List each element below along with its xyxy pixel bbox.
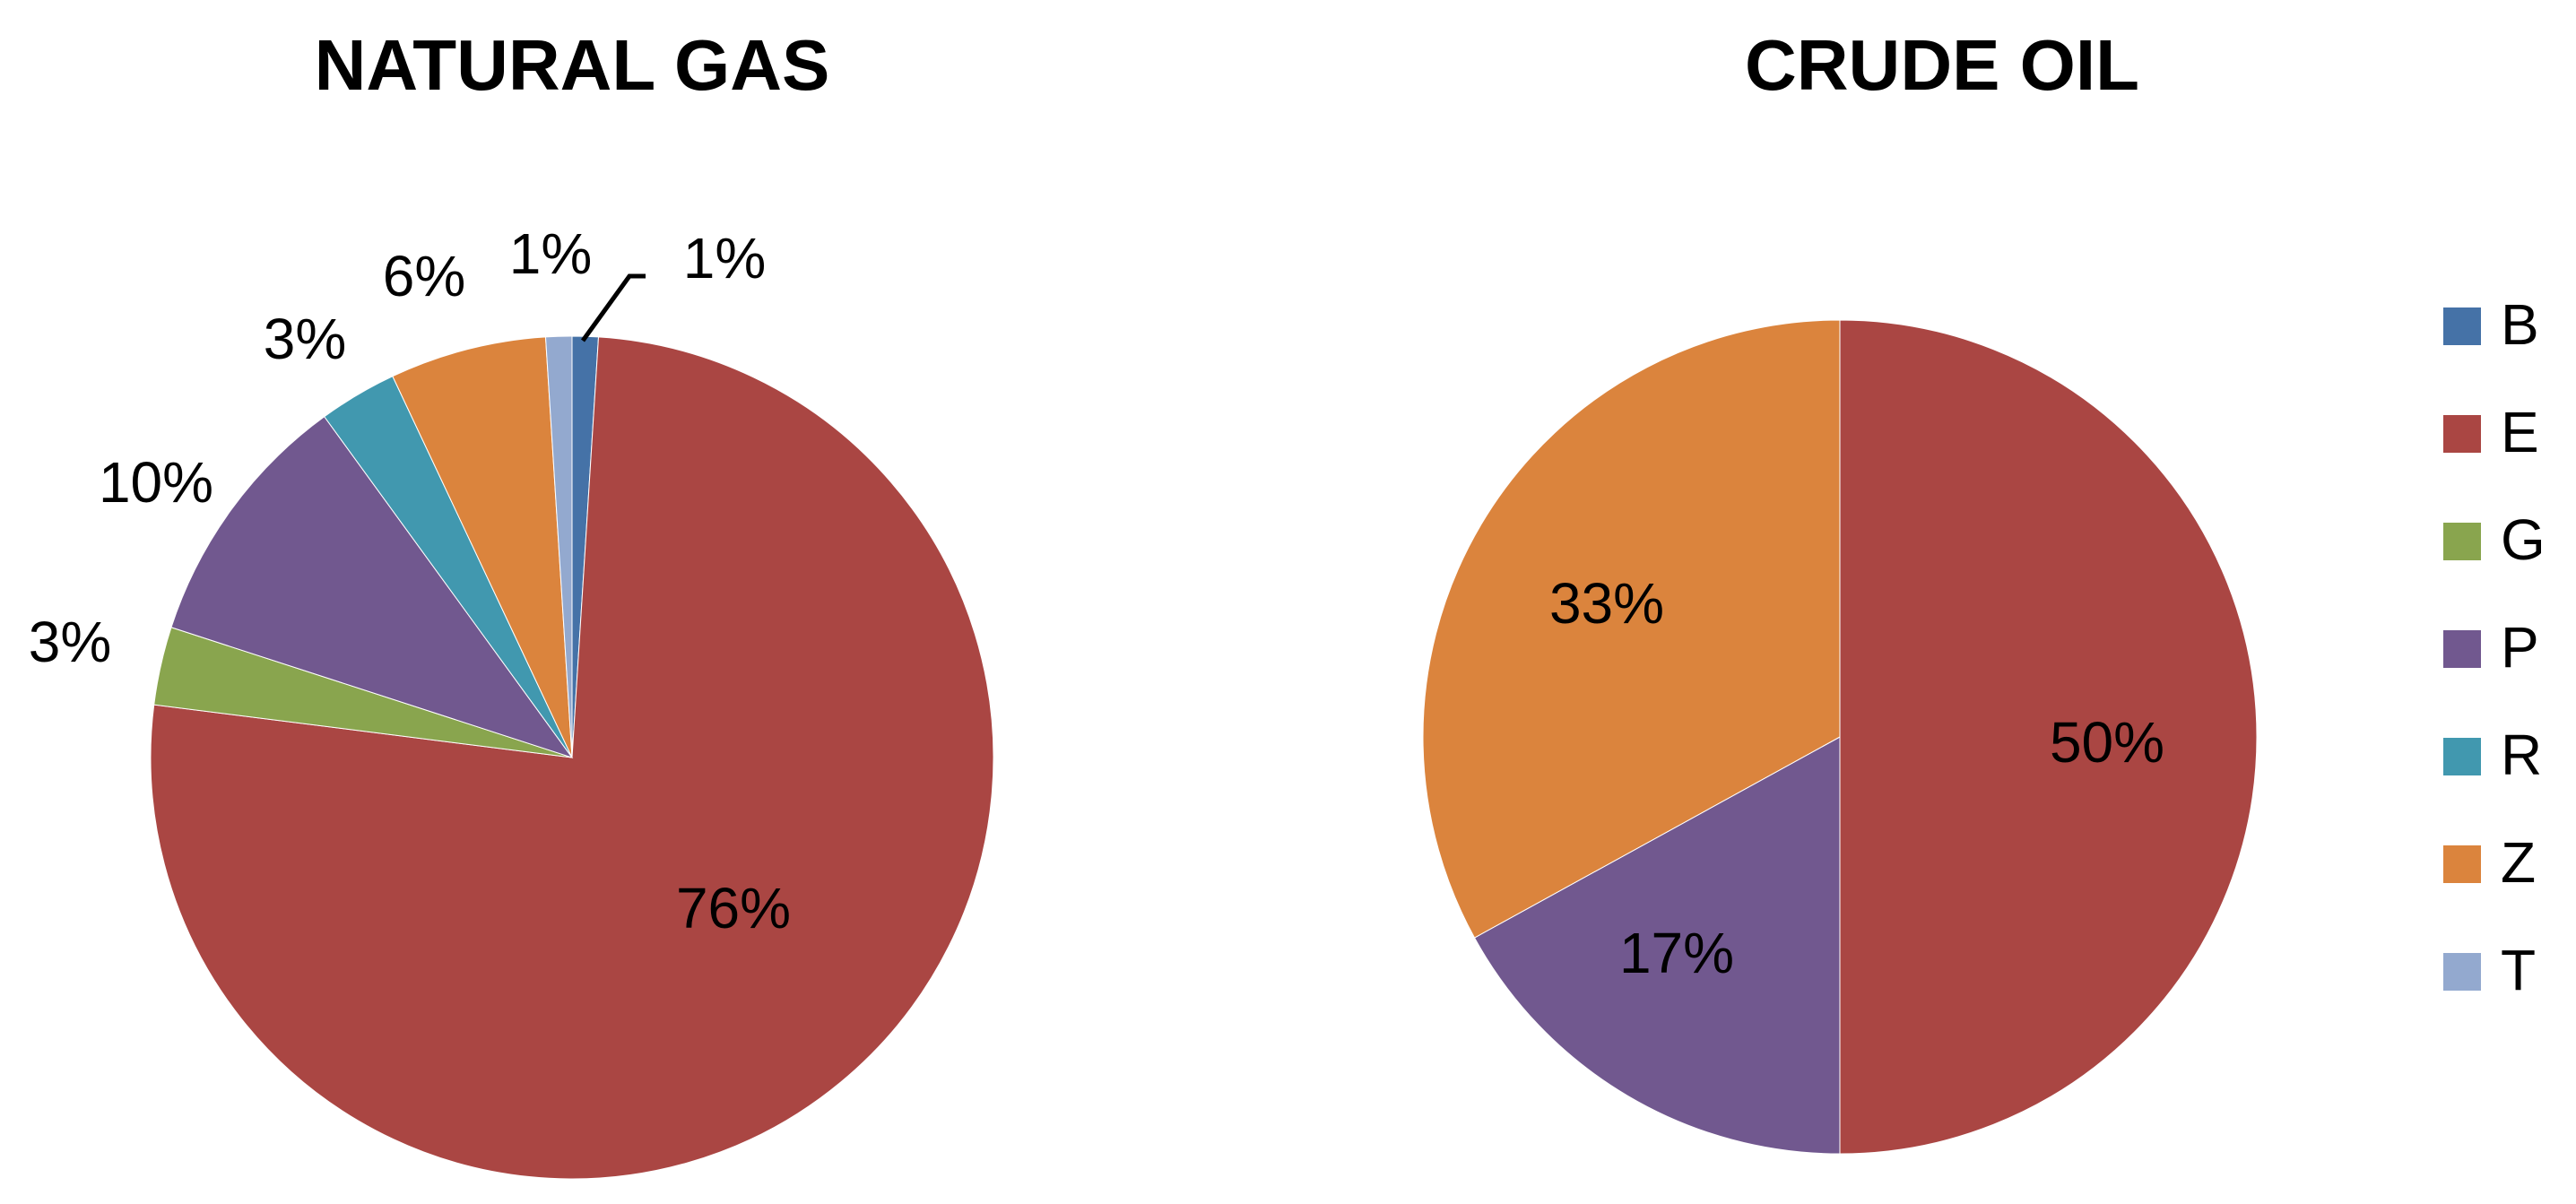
data-label-z: 33%: [1549, 571, 1664, 636]
pie-slice-z: [392, 336, 573, 758]
leader-line-b: [580, 273, 646, 342]
data-label-p: 10%: [99, 450, 213, 515]
legend-swatch-t: [2443, 953, 2481, 991]
legend-label-t: T: [2501, 938, 2536, 1002]
legend-label-r: R: [2501, 723, 2542, 787]
legend-swatch-b: [2443, 307, 2481, 345]
data-label-e: 50%: [2050, 710, 2164, 775]
natural-gas-slices: [150, 335, 994, 1180]
legend-label-b: B: [2501, 292, 2539, 357]
legend-item-p: P: [2443, 615, 2539, 680]
natural-gas-pie-chart: NATURAL GAS 1% 76% 3% 10% 3% 6% 1%: [29, 25, 994, 1180]
legend-item-t: T: [2443, 938, 2536, 1002]
legend-label-e: E: [2501, 400, 2539, 464]
legend-label-p: P: [2501, 615, 2539, 680]
legend-swatch-p: [2443, 630, 2481, 668]
pie-slice-t: [544, 335, 573, 758]
legend-item-r: R: [2443, 723, 2542, 787]
pie-slice-p: [170, 416, 574, 758]
legend-label-z: Z: [2501, 830, 2536, 895]
pie-slice-e: [1839, 319, 2258, 1155]
legend-swatch-e: [2443, 415, 2481, 453]
data-label-t: 1%: [509, 221, 593, 286]
pie-slice-z: [1422, 319, 1841, 939]
legend-swatch-z: [2443, 845, 2481, 883]
crude-oil-title: CRUDE OIL: [1745, 25, 2139, 105]
legend-label-g: G: [2501, 507, 2546, 572]
legend-item-g: G: [2443, 507, 2546, 572]
natural-gas-data-labels: 1% 76% 3% 10% 3% 6% 1%: [29, 221, 791, 940]
legend-swatch-g: [2443, 523, 2481, 560]
data-label-b: 1%: [683, 226, 767, 290]
legend-item-z: Z: [2443, 830, 2536, 895]
legend-swatch-r: [2443, 738, 2481, 775]
data-label-g: 3%: [29, 610, 112, 674]
legend-item-b: B: [2443, 292, 2539, 357]
crude-oil-pie-chart: CRUDE OIL 50% 17% 33%: [1422, 25, 2258, 1155]
pie-slice-p: [1473, 736, 1841, 1155]
data-label-r: 3%: [264, 307, 347, 371]
crude-oil-data-labels: 50% 17% 33%: [1549, 571, 2164, 985]
natural-gas-title: NATURAL GAS: [315, 25, 830, 105]
crude-oil-slices: [1422, 319, 2258, 1155]
data-label-e: 76%: [676, 876, 791, 940]
data-label-p: 17%: [1619, 921, 1734, 985]
data-label-z: 6%: [383, 244, 466, 308]
legend-item-e: E: [2443, 400, 2539, 464]
